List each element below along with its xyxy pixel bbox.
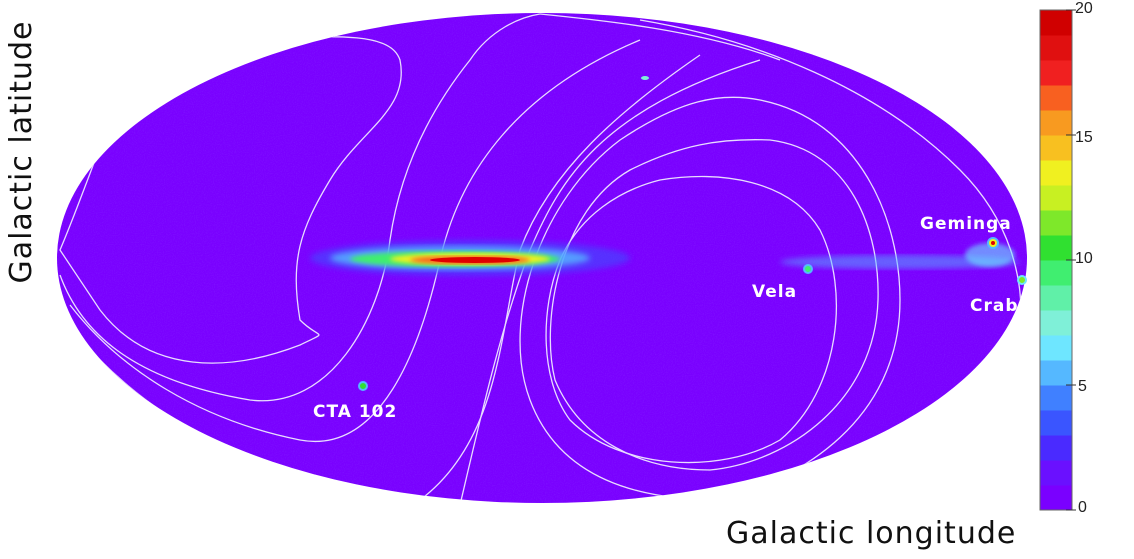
colorbar-segment (1040, 310, 1072, 336)
colorbar-tick-15: 15 (1075, 129, 1093, 146)
source-label-vela: Vela (752, 282, 798, 302)
crab-marker (1017, 275, 1027, 285)
colorbar-segment (1040, 210, 1072, 236)
y-axis-label: Galactic latitude (4, 20, 39, 284)
colorbar-segment (1040, 160, 1072, 186)
colorbar-segment (1040, 60, 1072, 86)
galactic-plane-emission (310, 76, 1020, 276)
colorbar-segment (1040, 385, 1072, 411)
colorbar-tick-5: 5 (1078, 378, 1087, 395)
colorbar-segment (1040, 435, 1072, 461)
colorbar-segment (1040, 85, 1072, 111)
colorbar-segment (1040, 235, 1072, 261)
colorbar-segment (1040, 260, 1072, 286)
colorbar-segment (1040, 285, 1072, 311)
colorbar-segment (1040, 485, 1072, 511)
x-axis-label: Galactic longitude (726, 516, 1017, 551)
colorbar-segment (1040, 10, 1072, 36)
colorbar-tick-10: 10 (1075, 250, 1093, 267)
colorbar-segment (1040, 135, 1072, 161)
colorbar-segment (1040, 185, 1072, 211)
source-markers (358, 237, 1027, 391)
colorbar-segment (1040, 35, 1072, 61)
colorbar (1039, 9, 1076, 511)
colorbar-tick-0: 0 (1078, 499, 1087, 516)
colorbar-segment (1040, 460, 1072, 486)
colorbar-segment (1040, 360, 1072, 386)
colorbar-segment (1040, 335, 1072, 361)
source-label-crab: Crab (970, 296, 1019, 316)
colorbar-tick-20: 20 (1075, 0, 1093, 17)
vela-marker (803, 264, 813, 274)
colorbar-segment (1040, 410, 1072, 436)
colorbar-segment (1040, 110, 1072, 136)
source-label-cta102: CTA 102 (313, 402, 398, 422)
source-label-geminga: Geminga (920, 214, 1012, 234)
cta102-marker (358, 381, 368, 391)
